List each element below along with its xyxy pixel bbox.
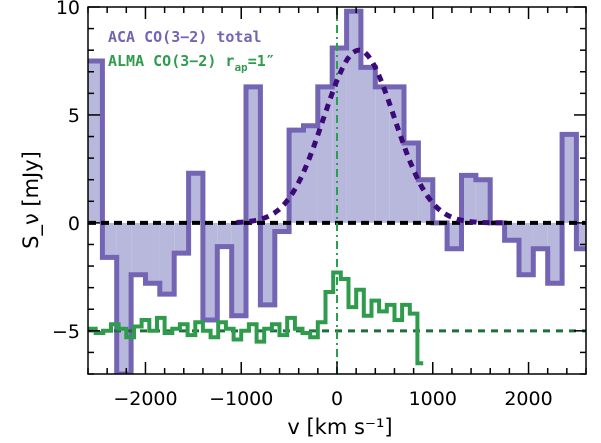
legend-entry-alma-main: ALMA CO(3−2) r [108,52,234,70]
x-axis-title: v [km s⁻¹] [287,415,392,439]
y-tick-label: 10 [56,0,80,19]
aca-bar [159,222,175,295]
aca-bar [145,222,160,284]
gaussian-fit-line [236,47,505,226]
aca-bar [202,222,218,320]
aca-bar [404,143,419,223]
aca-bar [504,222,519,241]
legend-entry-alma-sub: ap [234,61,248,74]
alma-series-line [88,270,424,366]
y-tick-label: −5 [52,321,80,343]
aca-bar [289,130,304,223]
aca-bar [547,222,563,284]
y-ticks: −5 0 5 10 [52,0,586,375]
legend: ACA CO(3−2) total ALMA CO(3−2) rap=1″ [108,28,275,74]
y-tick-label: 0 [68,213,80,235]
aca-bar [533,222,548,249]
aca-bar [447,222,462,249]
aca-bar [188,173,203,223]
aca-bar [231,222,247,316]
aca-series-line [88,8,586,374]
x-tick-label: −2000 [113,388,177,410]
aca-bar [131,222,146,275]
y-axis-title: S_ν [mJy] [19,151,44,249]
aca-bar [174,222,189,254]
y-tick-label: 5 [68,105,80,127]
aca-bar [217,222,232,247]
aca-bar [246,86,261,223]
plot-area [87,6,587,375]
legend-entry-alma: ALMA CO(3−2) rap=1″ [108,52,275,74]
aca-bar [303,125,318,223]
legend-entry-alma-tail: =1″ [248,52,275,70]
aca-bar [562,134,577,223]
x-ticks: −2000 −1000 0 1000 2000 [87,7,587,410]
aca-bar [519,222,534,275]
aca-bar [346,11,361,223]
aca-bar [576,222,586,249]
aca-bar [260,222,275,305]
aca-bar [475,179,491,223]
legend-entry-aca: ACA CO(3−2) total [108,28,262,46]
aca-bar [274,222,290,232]
aca-bar [375,86,390,223]
x-tick-label: 0 [331,388,343,410]
x-tick-label: −1000 [209,388,273,410]
aca-bar [332,48,347,223]
aca-bar [360,67,376,223]
aca-bar [102,222,117,258]
plot-contents [88,7,586,374]
aca-bar [461,175,476,223]
x-tick-label: 2000 [504,388,552,410]
aca-bar [88,61,103,223]
aca-bar [389,86,405,223]
x-tick-label: 1000 [409,388,457,410]
